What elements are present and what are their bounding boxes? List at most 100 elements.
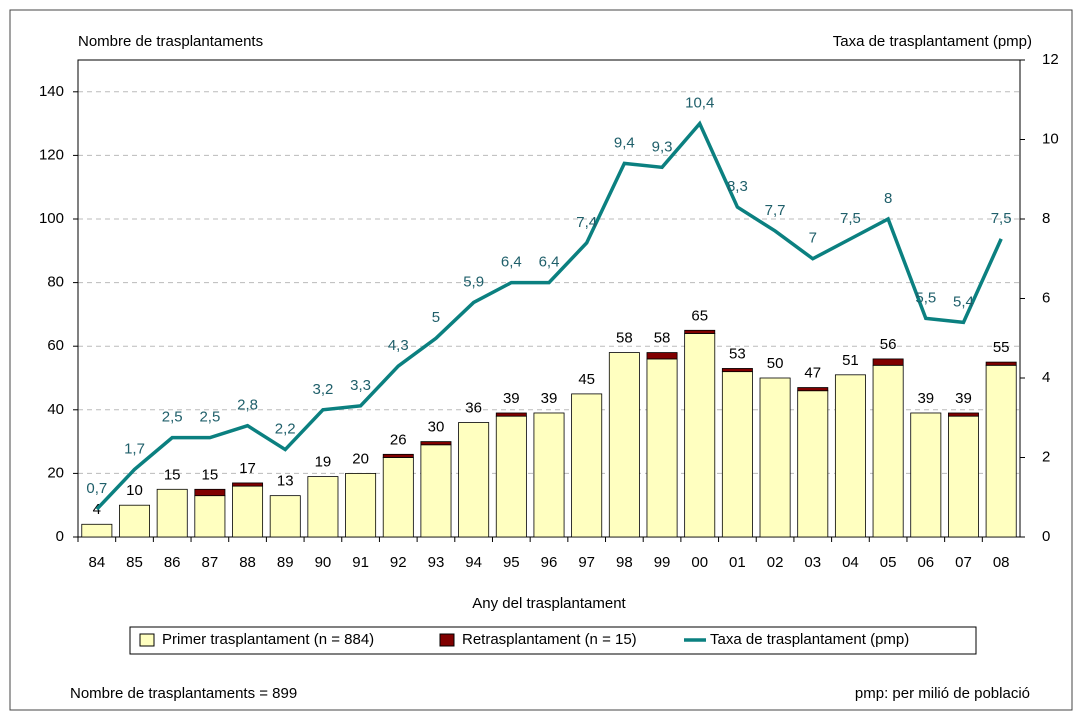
x-tick-label: 87	[202, 554, 219, 571]
line-value-label: 3,3	[350, 377, 371, 394]
line-value-label: 2,5	[162, 409, 183, 426]
bar	[495, 415, 527, 538]
bar-total-label: 56	[880, 336, 897, 353]
bar	[232, 485, 264, 538]
x-tick-label: 92	[390, 554, 407, 571]
bar-total-label: 65	[691, 307, 708, 324]
legend-label: Primer trasplantament (n = 884)	[162, 631, 374, 648]
legend-label: Retrasplantament (n = 15)	[462, 631, 637, 648]
y2-tick-label: 6	[1042, 289, 1050, 306]
bar-total-label: 58	[654, 330, 671, 347]
line	[95, 120, 1003, 511]
x-tick-label: 95	[503, 554, 520, 571]
line-value-label: 7,7	[765, 202, 786, 219]
y-tick-label: 0	[56, 528, 64, 545]
x-tick-label: 02	[767, 554, 784, 571]
bar	[307, 476, 339, 538]
bar	[872, 364, 904, 538]
bar-total-label: 51	[842, 352, 859, 369]
bar	[948, 412, 979, 417]
line-value-label: 8	[884, 190, 892, 207]
bar-total-label: 55	[993, 339, 1010, 356]
bar	[797, 387, 829, 392]
bar	[81, 523, 113, 538]
y-tick-label: 40	[47, 401, 64, 418]
bar-total-label: 47	[804, 365, 821, 382]
x-tick-label: 97	[578, 554, 595, 571]
line-value-label: 2,5	[199, 409, 220, 426]
bar-total-label: 10	[126, 482, 143, 499]
bar	[721, 368, 753, 373]
bar	[232, 482, 264, 487]
bar	[458, 422, 490, 538]
bar	[194, 495, 226, 538]
y2-tick-label: 2	[1042, 448, 1050, 465]
bar-total-label: 58	[616, 330, 633, 347]
bar-total-label: 4	[93, 501, 101, 518]
y2-axis-title: Taxa de trasplantament (pmp)	[833, 33, 1032, 50]
line-value-label: 7,5	[991, 210, 1012, 227]
y-tick-label: 60	[47, 337, 64, 354]
bar	[721, 371, 753, 538]
bar	[533, 412, 565, 538]
bar	[684, 333, 716, 538]
bar-total-label: 30	[428, 419, 445, 436]
bar	[834, 374, 866, 538]
x-tick-label: 99	[654, 554, 671, 571]
y-axis-title: Nombre de trasplantaments	[78, 33, 263, 50]
bar	[382, 453, 414, 458]
bar-total-label: 17	[239, 460, 256, 477]
x-tick-label: 90	[315, 554, 332, 571]
line-value-label: 7	[809, 230, 817, 247]
line-value-label: 2,8	[237, 397, 258, 414]
bar-total-label: 20	[352, 450, 369, 467]
bar-total-label: 26	[390, 431, 407, 448]
x-tick-label: 94	[465, 554, 482, 571]
bar-total-label: 19	[315, 454, 332, 471]
y-tick-label: 120	[39, 146, 64, 163]
x-tick-label: 08	[993, 554, 1010, 571]
bar-total-label: 53	[729, 345, 746, 362]
bar	[910, 412, 942, 538]
line-value-label: 7,4	[576, 214, 597, 231]
x-tick-label: 91	[352, 554, 369, 571]
x-tick-label: 06	[917, 554, 934, 571]
line-value-label: 10,4	[685, 95, 714, 112]
line-value-label: 3,2	[312, 381, 333, 398]
y2-tick-label: 10	[1042, 130, 1059, 147]
bar	[646, 358, 678, 538]
y2-tick-label: 8	[1042, 210, 1050, 227]
x-tick-label: 85	[126, 554, 143, 571]
line-value-label: 9,3	[652, 138, 673, 155]
x-tick-label: 00	[691, 554, 708, 571]
line-value-label: 5,9	[463, 273, 484, 290]
bar-total-label: 39	[503, 390, 520, 407]
bar	[495, 412, 527, 417]
bar-total-label: 39	[541, 390, 558, 407]
y2-tick-label: 4	[1042, 369, 1050, 386]
line-value-label: 0,7	[86, 480, 107, 497]
x-tick-label: 88	[239, 554, 256, 571]
y-tick-label: 20	[47, 464, 64, 481]
y-tick-label: 140	[39, 83, 64, 100]
bar	[420, 441, 452, 446]
bar	[797, 390, 829, 538]
x-tick-label: 93	[428, 554, 445, 571]
bar	[269, 495, 301, 538]
bar	[345, 472, 377, 538]
frame	[9, 9, 1073, 711]
x-tick-label: 84	[88, 554, 105, 571]
line-value-label: 6,4	[501, 254, 522, 271]
footnote: Nombre de trasplantaments = 899	[70, 685, 297, 702]
line-value-label: 5,5	[915, 289, 936, 306]
bar	[872, 358, 904, 366]
bar-total-label: 15	[202, 466, 219, 483]
bar-total-label: 39	[955, 390, 972, 407]
line-value-label: 8,3	[727, 178, 748, 195]
x-axis-title: Any del trasplantament	[472, 595, 626, 612]
x-tick-label: 07	[955, 554, 972, 571]
bar-total-label: 13	[277, 473, 294, 490]
y2-tick-label: 0	[1042, 528, 1050, 545]
x-tick-label: 04	[842, 554, 859, 571]
